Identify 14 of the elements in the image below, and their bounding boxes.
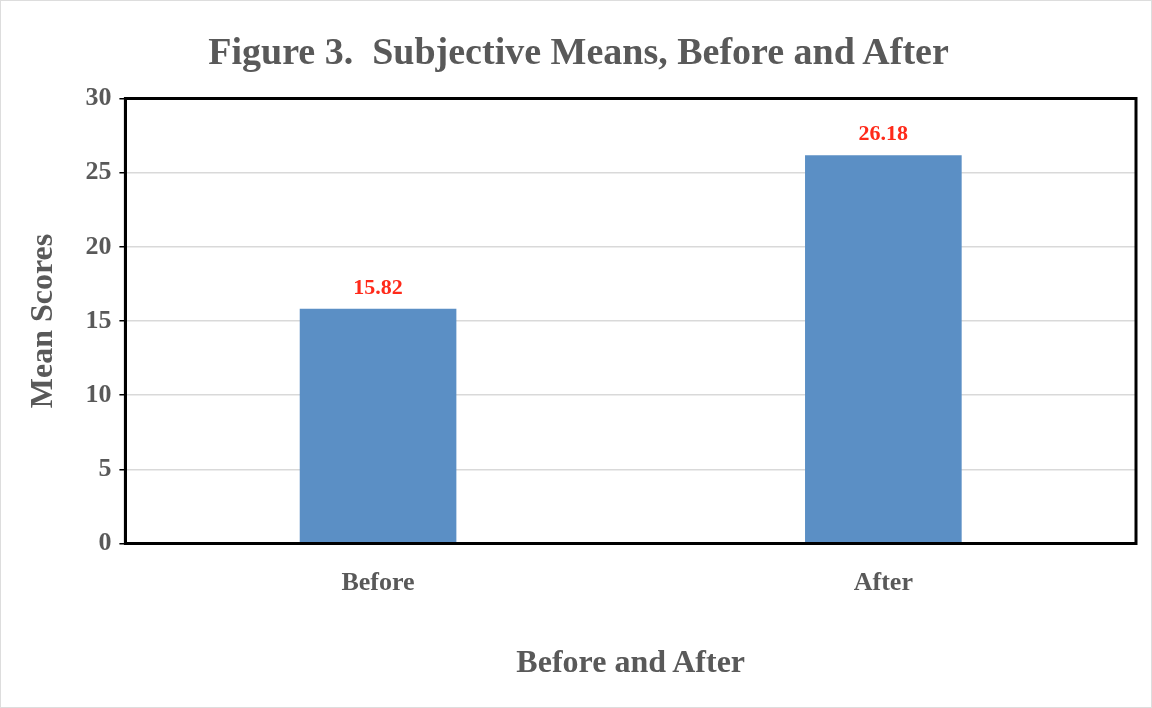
- y-tick-label: 0: [98, 527, 112, 557]
- y-axis-title: Mean Scores: [23, 233, 60, 409]
- x-tick-label: Before: [341, 566, 415, 596]
- y-tick-label: 25: [85, 156, 112, 186]
- y-tick-label: 5: [98, 452, 112, 482]
- x-axis-title: Before and After: [516, 643, 746, 680]
- x-tick-label: After: [853, 566, 913, 596]
- y-tick-label: 10: [85, 378, 112, 408]
- data-label: 15.82: [353, 273, 403, 299]
- chart-title: Figure 3. Subjective Means, Before and After: [208, 29, 949, 72]
- y-tick-label: 20: [85, 230, 112, 260]
- data-label: 26.18: [858, 119, 909, 145]
- y-tick-label: 15: [85, 304, 112, 334]
- y-tick-label: 30: [85, 82, 112, 112]
